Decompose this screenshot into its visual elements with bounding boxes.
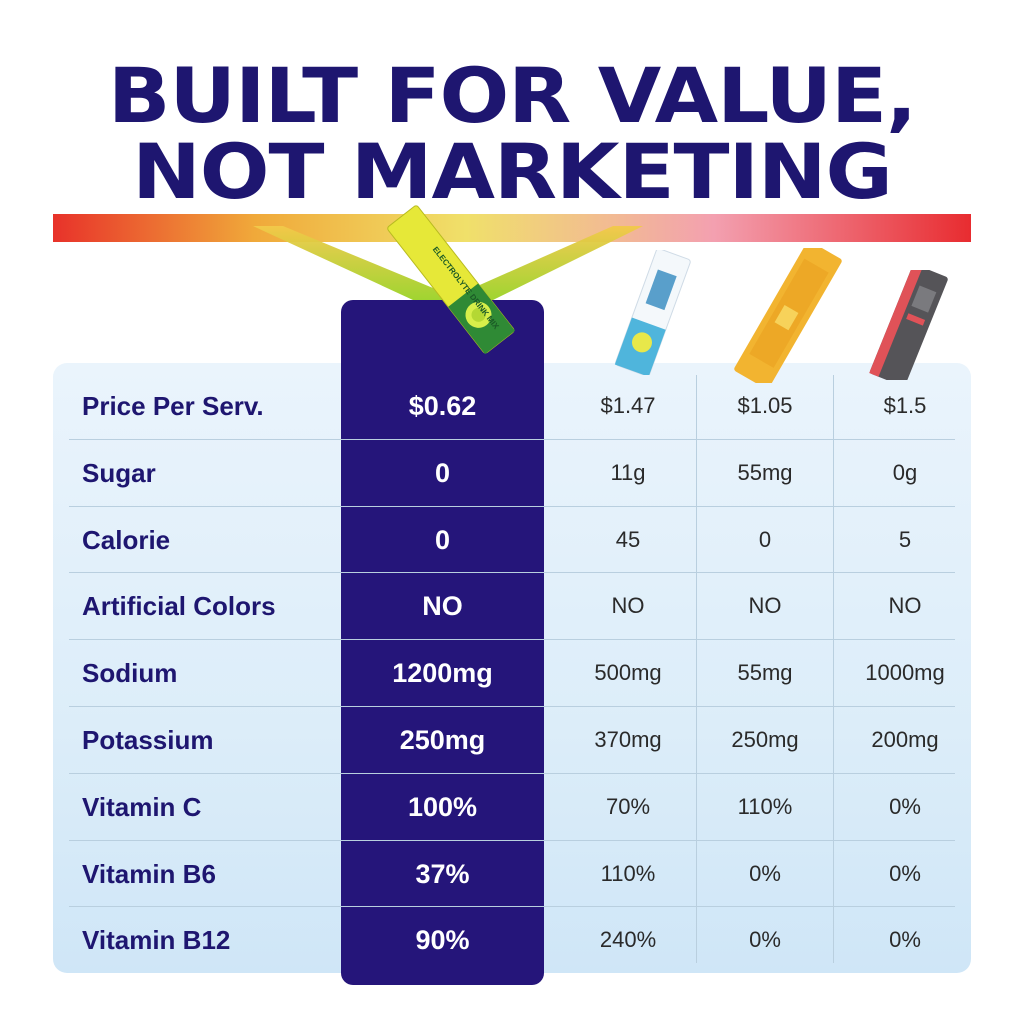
table-row: Sugar 11g 55mg 0g	[53, 440, 971, 507]
row-divider	[69, 772, 955, 774]
competitor-2-value: 55mg	[737, 660, 793, 686]
table-row: Artificial Colors NO NO NO	[53, 573, 971, 641]
competitor-3-value: 0g	[892, 459, 918, 485]
competitor-1-value: NO	[611, 593, 645, 619]
row-label: Calorie	[82, 524, 171, 555]
competitor-1-value: 240%	[599, 927, 657, 953]
featured-value: 250mg	[399, 724, 486, 755]
featured-value: 90%	[415, 925, 470, 956]
row-divider	[69, 505, 955, 507]
featured-product-values: $0.62 0 0 NO 1200mg 250mg 100% 37% 90%	[341, 373, 544, 974]
row-label: Price Per Serv.	[82, 391, 264, 421]
table-row: Price Per Serv. $1.47 $1.05 $1.5	[53, 373, 971, 440]
competitor-3-value: 1000mg	[865, 660, 945, 686]
competitor-3-value: $1.5	[883, 393, 927, 418]
row-divider	[69, 705, 955, 707]
featured-value: 100%	[407, 791, 478, 822]
table-row: Vitamin C 70% 110% 0%	[53, 774, 971, 841]
competitor-3-value: 0%	[889, 793, 921, 819]
competitor-3-value: 5	[898, 526, 912, 552]
featured-value: 0	[434, 457, 451, 488]
row-label: Sugar	[82, 457, 156, 488]
competitor-1-value: 500mg	[594, 660, 662, 686]
table-row: Calorie 45 0 5	[53, 507, 971, 574]
competitor-2-value: $1.05	[737, 393, 793, 418]
competitor-3-value: 200mg	[871, 726, 939, 752]
row-divider	[69, 839, 955, 841]
headline-line-2: NOT MARKETING	[132, 127, 893, 216]
featured-product-column	[341, 300, 544, 985]
gradient-divider-bar	[53, 214, 971, 300]
competitor-2-value: 0%	[749, 927, 781, 953]
row-label: Vitamin B12	[82, 925, 231, 956]
table-row: Vitamin B6 110% 0% 0%	[53, 841, 971, 908]
featured-value: 37%	[415, 858, 470, 889]
row-label: Potassium	[82, 724, 214, 755]
competitor-3-value: 0%	[889, 927, 921, 953]
competitor-2-value: 250mg	[731, 726, 799, 752]
row-label: Vitamin C	[82, 791, 202, 822]
competitor-1-value: 110%	[600, 860, 656, 886]
featured-value: 1200mg	[392, 658, 493, 689]
featured-value: 0	[434, 524, 451, 555]
row-divider	[69, 639, 955, 641]
competitor-1-value: $1.47	[600, 393, 656, 418]
column-divider	[696, 375, 697, 963]
competitor-1-value: 70%	[605, 793, 651, 819]
competitor-2-value: 110%	[737, 793, 793, 819]
headline-line-1: BUILT FOR VALUE,	[107, 51, 917, 140]
gray-red-stick-pack-icon	[869, 270, 948, 380]
featured-value: NO	[422, 591, 463, 622]
row-label: Artificial Colors	[82, 591, 276, 622]
yellow-lemon-stick-pack-icon: ELECTROLYTE DRINK MIX	[387, 205, 516, 355]
table-row: Potassium 370mg 250mg 200mg	[53, 707, 971, 774]
column-divider	[833, 375, 834, 963]
table-row: Vitamin B12 240% 0% 0%	[53, 907, 971, 974]
comparison-table: Price Per Serv. $1.47 $1.05 $1.5 Sugar 1…	[53, 373, 971, 974]
competitor-3-value: 0%	[889, 860, 921, 886]
featured-value: $0.62	[408, 391, 477, 421]
row-divider	[69, 438, 955, 440]
table-row: Sodium 500mg 55mg 1000mg	[53, 640, 971, 707]
competitor-1-value: 11g	[610, 459, 646, 485]
row-label: Sodium	[82, 658, 178, 689]
competitor-2-value: 55mg	[737, 459, 793, 485]
competitor-1-value: 370mg	[594, 726, 662, 752]
row-label: Vitamin B6	[82, 858, 216, 889]
competitor-1-value: 45	[615, 526, 641, 552]
competitor-2-value: 0	[758, 526, 772, 552]
row-divider	[69, 572, 955, 574]
competitor-2-value: NO	[748, 593, 782, 619]
blue-lemon-stick-pack-icon	[614, 250, 691, 375]
orange-stick-pack-icon	[734, 248, 842, 383]
competitor-2-value: 0%	[749, 860, 781, 886]
competitor-3-value: NO	[888, 593, 922, 619]
row-divider	[69, 906, 955, 908]
